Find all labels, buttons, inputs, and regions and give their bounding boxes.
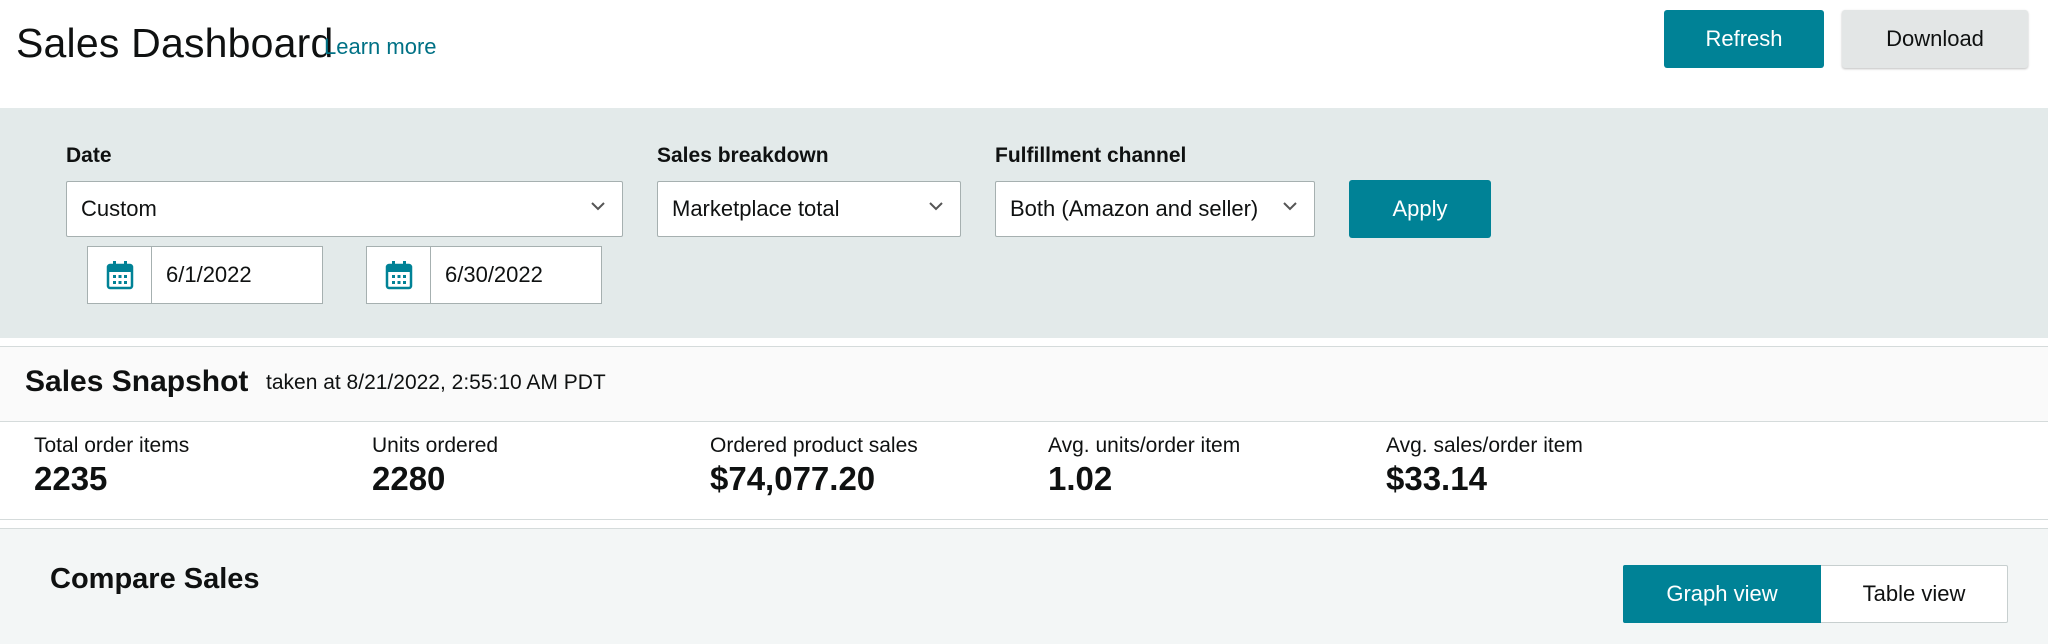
sales-snapshot-header: Sales Snapshot taken at 8/21/2022, 2:55:… bbox=[0, 346, 2048, 422]
snapshot-timestamp: taken at 8/21/2022, 2:55:10 AM PDT bbox=[266, 371, 606, 394]
table-view-button[interactable]: Table view bbox=[1821, 565, 2008, 623]
metric-value: $33.14 bbox=[1386, 460, 1487, 497]
metric-label: Avg. sales/order item bbox=[1386, 434, 1583, 457]
metric-avg-units-per-order-item: Avg. units/order item 1.02 bbox=[1048, 434, 1240, 498]
sales-breakdown-label: Sales breakdown bbox=[657, 144, 829, 167]
page-header: Sales Dashboard Learn more Refresh Downl… bbox=[0, 0, 2048, 108]
metric-label: Total order items bbox=[34, 434, 190, 457]
apply-button[interactable]: Apply bbox=[1349, 180, 1491, 238]
download-button[interactable]: Download bbox=[1842, 10, 2028, 68]
metric-label: Ordered product sales bbox=[710, 434, 918, 457]
metric-label: Avg. units/order item bbox=[1048, 434, 1241, 457]
graph-view-button[interactable]: Graph view bbox=[1623, 565, 1821, 623]
end-date-field[interactable]: 6/30/2022 bbox=[366, 246, 602, 304]
metric-value: $74,077.20 bbox=[710, 460, 876, 497]
sales-snapshot-title: Sales Snapshot bbox=[25, 365, 249, 398]
metric-value: 1.02 bbox=[1048, 460, 1113, 497]
calendar-icon[interactable] bbox=[367, 247, 431, 303]
metric-avg-sales-per-order-item: Avg. sales/order item $33.14 bbox=[1386, 434, 1583, 498]
metric-value: 2235 bbox=[34, 460, 108, 497]
metric-ordered-product-sales: Ordered product sales $74,077.20 bbox=[710, 434, 918, 498]
start-date-value[interactable]: 6/1/2022 bbox=[166, 262, 252, 287]
learn-more-link[interactable]: Learn more bbox=[324, 34, 437, 59]
refresh-button[interactable]: Refresh bbox=[1664, 10, 1824, 68]
metric-total-order-items: Total order items 2235 bbox=[34, 434, 189, 498]
fulfillment-channel-label: Fulfillment channel bbox=[995, 144, 1187, 167]
date-label: Date bbox=[66, 144, 112, 167]
date-select-value: Custom bbox=[81, 196, 157, 221]
fulfillment-channel-select[interactable]: Both (Amazon and seller) bbox=[995, 181, 1315, 237]
chevron-down-icon bbox=[929, 202, 943, 211]
filter-panel: Date Custom 6/1/2022 bbox=[0, 108, 2048, 338]
compare-sales-title: Compare Sales bbox=[50, 563, 260, 595]
metric-value: 2280 bbox=[372, 460, 446, 497]
snapshot-metrics: Total order items 2235 Units ordered 228… bbox=[0, 422, 2048, 520]
metric-units-ordered: Units ordered 2280 bbox=[372, 434, 498, 498]
chevron-down-icon bbox=[1283, 202, 1297, 211]
metric-label: Units ordered bbox=[372, 434, 499, 457]
start-date-field[interactable]: 6/1/2022 bbox=[87, 246, 323, 304]
compare-sales-section: Compare Sales Graph view Table view bbox=[0, 528, 2048, 644]
end-date-value[interactable]: 6/30/2022 bbox=[445, 262, 543, 287]
chevron-down-icon bbox=[591, 202, 605, 211]
fulfillment-channel-value: Both (Amazon and seller) bbox=[1010, 196, 1259, 221]
calendar-icon[interactable] bbox=[88, 247, 152, 303]
date-select[interactable]: Custom bbox=[66, 181, 623, 237]
sales-breakdown-value: Marketplace total bbox=[672, 196, 840, 221]
page-title: Sales Dashboard bbox=[16, 20, 334, 66]
sales-breakdown-select[interactable]: Marketplace total bbox=[657, 181, 961, 237]
